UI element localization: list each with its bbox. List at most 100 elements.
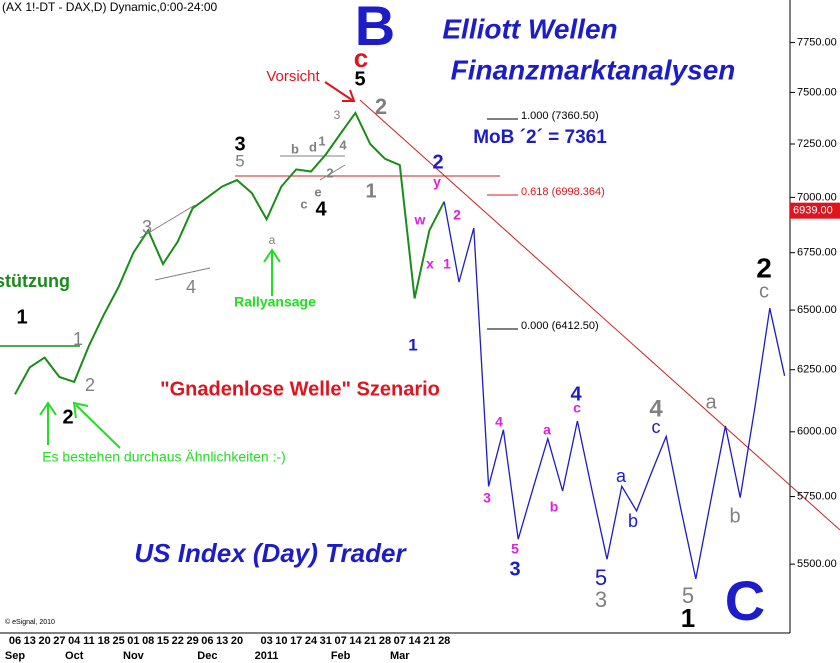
channel-line [154,267,211,281]
x-month-label: Sep [5,650,25,662]
arrows [39,248,281,449]
y-tick-label: 5750.00 [797,490,837,502]
annotation: y [433,174,441,190]
annotation: 2 [432,151,443,173]
annotation: 3 [234,133,245,155]
x-tick-label: 07 [394,635,406,647]
annotation: 1 [16,306,27,328]
annotation: Elliott Wellen [442,13,617,44]
x-tick-label: 21 [423,635,435,647]
annotation: b [291,141,299,156]
annotation: 5 [682,583,694,608]
series-line [443,201,786,580]
annotation: Vorsicht [266,68,320,85]
y-tick-label: 6750.00 [797,247,837,259]
annotation: c [652,417,661,437]
annotation: 5 [511,541,519,557]
annotation: 4 [570,383,582,405]
arrow [72,401,121,449]
annotation: MoB ´2´ = 7361 [473,127,607,148]
x-tick-label: 18 [98,635,110,647]
header: (AX 1!-DT - DAX,D) Dynamic,0:00-24:00 [2,0,218,14]
annotation: B [355,0,395,57]
x-tick-label: 28 [379,635,391,647]
annotation: 5 [354,68,365,90]
y-tick-label: 6500.00 [797,304,837,316]
annotation: 2 [375,94,387,119]
annotation: a [616,466,627,486]
annotation: 3 [483,490,491,506]
annotation: b [550,499,559,515]
x-tick-label: 14 [408,635,421,647]
y-tick-label: 5500.00 [797,558,837,570]
x-tick-label: 11 [83,635,95,647]
annotation: 5 [235,151,244,170]
fib-label: 1.000 (7360.50) [521,110,599,122]
x-tick-label: 17 [290,635,302,647]
annotation: 3 [509,558,520,580]
y-tick-label: 7250.00 [797,138,837,150]
series-line [14,110,446,395]
annotation: x [426,256,434,272]
annotation: 4 [315,198,327,220]
y-tick-label: 7750.00 [797,36,837,48]
x-tick-label: 22 [172,635,184,647]
y-tick-label: 7000.00 [797,191,837,203]
x-month-label: 2011 [255,650,279,662]
last-price-box [790,202,840,219]
annotation: 2 [756,252,772,283]
y-tick-label: 7500.00 [797,86,837,98]
annotation: 3 [595,587,607,612]
x-tick-label: 13 [216,635,228,647]
annotation: 5 [595,565,607,590]
arrow [263,248,281,296]
x-tick-label: 01 [127,635,139,647]
x-tick-label: 20 [38,635,50,647]
x-month-label: Oct [65,650,84,662]
annotation: c [354,43,368,73]
annotation: 1 [318,133,325,148]
x-tick-label: 14 [349,635,362,647]
x-tick-label: 08 [142,635,154,647]
annotation: C [725,569,765,632]
x-tick-label: 15 [157,635,169,647]
x-month-label: Nov [123,650,145,662]
annotation: © eSignal, 2010 [5,618,55,626]
annotation: b [628,511,638,531]
x-tick-label: 31 [320,635,332,647]
annotation: 1 [408,335,417,354]
annotation: 1 [365,180,376,202]
x-tick-label: 06 [9,635,21,647]
annotation: a [543,422,551,438]
channel-line [319,164,346,181]
annotation: 2 [326,165,333,180]
annotation: Finanzmarktanalysen [451,54,736,85]
annotation: b [729,505,740,527]
annotation: d [309,139,317,154]
annotation: Es bestehen durchaus Ähnlichkeiten :-) [42,449,286,465]
x-tick-label: 10 [275,635,287,647]
annotation: US Index (Day) Trader [134,538,407,568]
arrow [39,401,57,445]
annotation: "Gnadenlose Welle" Szenario [160,378,440,400]
x-tick-label: 03 [260,635,272,647]
annotation: 1 [681,603,695,633]
annotation: c [573,400,581,416]
annotation: 2 [453,207,461,223]
annotation: 2 [85,375,95,395]
arrow [324,81,356,102]
annotation: 1 [73,329,83,349]
x-tick-label: 07 [334,635,346,647]
annotation: c [759,280,769,302]
annotation: 4 [649,395,663,422]
x-tick-label: 13 [24,635,36,647]
x-tick-label: 24 [305,635,318,647]
annotation: 4 [339,137,347,152]
x-tick-label: 29 [186,635,198,647]
fib-label: 0.618 (6998.364) [521,186,605,198]
last-price-label: 6939.00 [793,205,833,217]
annotation: 2 [62,406,73,428]
trend-line [359,99,840,531]
annotation: e [314,184,321,199]
